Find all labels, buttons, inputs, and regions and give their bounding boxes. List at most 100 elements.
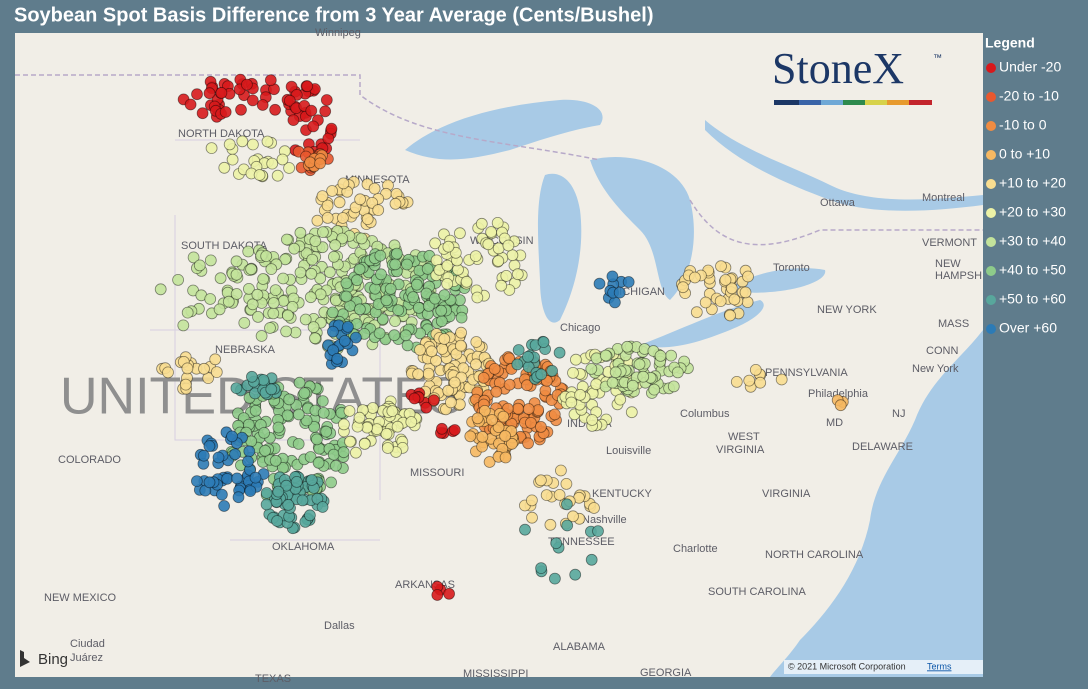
elevator-dot — [565, 396, 578, 409]
elevator-dot — [222, 295, 235, 308]
elevator-dot — [349, 331, 362, 344]
elevator-dot — [281, 309, 294, 322]
elevator-dot — [730, 375, 743, 388]
map-label: NEBRASKA — [215, 344, 276, 356]
elevator-dot — [742, 270, 754, 283]
elevator-dot — [585, 362, 598, 375]
elevator-dot — [276, 153, 289, 166]
elevator-dot — [412, 368, 425, 381]
map-label: NORTH DAKOTA — [178, 128, 265, 140]
elevator-dot — [401, 339, 414, 352]
elevator-dot — [535, 420, 547, 433]
map-label: New York — [912, 363, 959, 375]
elevator-dot — [336, 212, 349, 224]
elevator-dot — [448, 424, 461, 436]
elevator-dot — [677, 281, 689, 294]
elevator-dot — [299, 313, 312, 326]
logo-mark: ™ — [933, 52, 942, 62]
terms-link[interactable]: Terms — [927, 661, 952, 671]
elevator-dot — [422, 367, 435, 380]
map-label: MINNESOTA — [345, 174, 410, 186]
elevator-dot — [249, 404, 262, 417]
lake-michigan — [537, 173, 582, 323]
elevator-dot — [181, 362, 194, 375]
elevator-dot — [599, 349, 612, 362]
elevator-dot — [271, 169, 284, 182]
elevator-dot — [470, 336, 483, 348]
elevator-dot — [179, 378, 192, 391]
elevator-dot — [287, 114, 300, 126]
elevator-dot — [316, 241, 329, 254]
elevator-dot — [585, 553, 598, 566]
elevator-dot — [743, 374, 756, 387]
attribution-bg — [784, 660, 983, 674]
elevator-dot — [609, 296, 621, 309]
elevator-dot — [389, 315, 401, 328]
elevator-dot — [344, 435, 356, 448]
elevator-dot — [314, 157, 326, 170]
elevator-dot — [749, 363, 762, 376]
elevator-dot — [305, 474, 318, 486]
elevator-dot — [741, 296, 754, 309]
elevator-dot — [312, 456, 325, 469]
elevator-dot — [358, 437, 371, 450]
logo-bar — [774, 100, 799, 105]
legend-label: 0 to +10 — [999, 146, 1050, 162]
elevator-dot — [535, 562, 547, 574]
elevator-dot — [690, 306, 703, 319]
elevator-dot — [269, 454, 282, 467]
bing-logo: Bing — [38, 651, 68, 668]
elevator-dot — [204, 293, 217, 305]
map-label: SOUTH CAROLINA — [708, 586, 806, 598]
elevator-dot — [522, 350, 534, 363]
elevator-dot — [511, 268, 524, 281]
elevator-dot — [203, 440, 216, 453]
elevator-dot — [431, 589, 444, 601]
elevator-dot — [213, 303, 226, 316]
elevator-dot — [336, 232, 349, 245]
elevator-dot — [699, 296, 712, 309]
elevator-dot — [326, 325, 339, 338]
elevator-dot — [306, 253, 319, 266]
elevator-dot — [184, 98, 197, 111]
elevator-dot — [725, 282, 738, 295]
elevator-dot — [497, 410, 510, 423]
copyright: © 2021 Microsoft Corporation — [788, 661, 906, 671]
elevator-dot — [303, 509, 316, 522]
elevator-dot — [407, 291, 420, 304]
elevator-dot — [390, 247, 403, 260]
elevator-dot — [511, 358, 524, 371]
elevator-dot — [626, 379, 639, 392]
elevator-dot — [204, 254, 217, 267]
elevator-dot — [420, 401, 433, 414]
legend-title: Legend — [985, 35, 1035, 51]
map-label: HAMPSH — [935, 270, 982, 282]
map-label: ALABAMA — [553, 641, 606, 653]
elevator-dot — [665, 349, 677, 362]
elevator-dot — [441, 259, 454, 272]
elevator-dot — [264, 322, 276, 334]
elevator-dot — [592, 525, 604, 537]
map-label: MISSISSIPPI — [463, 668, 528, 680]
elevator-dot — [389, 258, 402, 271]
map-label: GEORGIA — [640, 667, 692, 679]
elevator-dot — [444, 396, 457, 409]
elevator-dot — [251, 288, 264, 301]
elevator-dot — [316, 226, 329, 239]
elevator-dot — [267, 307, 280, 320]
logo-bar — [865, 100, 887, 105]
logo-bar — [821, 100, 843, 105]
elevator-dot — [361, 213, 374, 226]
map-label: NEW YORK — [817, 304, 877, 316]
elevator-dot — [230, 268, 243, 281]
elevator-dot — [380, 427, 393, 440]
elevator-dot — [553, 488, 566, 501]
elevator-dot — [376, 313, 389, 326]
elevator-dot — [221, 472, 234, 485]
legend-swatch — [986, 121, 996, 131]
elevator-dot — [260, 498, 273, 511]
elevator-dot — [286, 300, 299, 313]
map-label: Toronto — [773, 262, 810, 274]
elevator-dot — [471, 291, 484, 304]
